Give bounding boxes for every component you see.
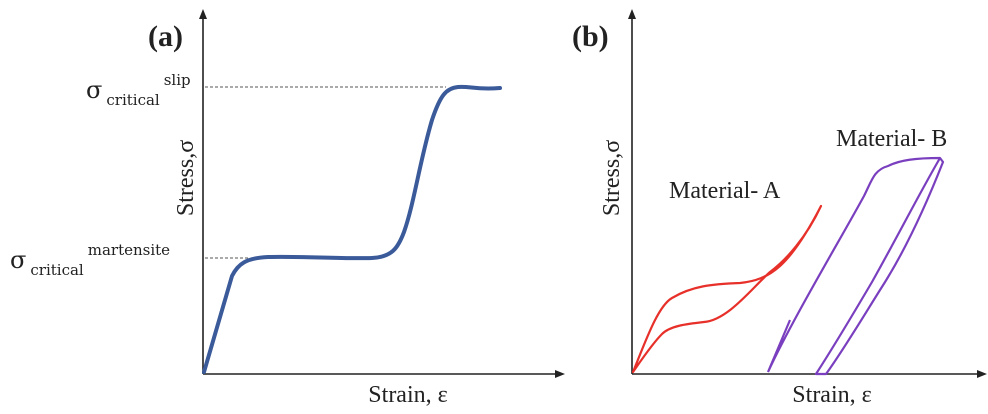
material-b-label: Material- B [836, 126, 947, 152]
panel-a-stress-strain-curve [202, 84, 502, 374]
martensite-superscript: martensite [88, 241, 170, 259]
martensite-symbol: σ [10, 246, 26, 274]
slip-superscript: slip [164, 71, 191, 89]
panel-a-label: (a) [148, 20, 183, 53]
slip-stress-label: σ critical slip [86, 71, 191, 109]
panel-b-label: (b) [572, 20, 609, 53]
slip-symbol: σ [86, 76, 102, 104]
martensite-subscript: critical [30, 261, 84, 279]
panel-a-y-axis-title: Stress,σ [173, 140, 199, 216]
material-a-curve [631, 204, 823, 374]
panel-a-x-axis-title: Strain, ε [368, 382, 447, 408]
panel-b-y-axis-title: Stress,σ [599, 140, 625, 216]
martensite-stress-label: σ critical martensite [10, 241, 170, 279]
material-b-curve [766, 156, 945, 376]
slip-subscript: critical [106, 91, 160, 109]
panel-a: (a) Stress,σ Strain, ε σ critical slip σ… [10, 9, 565, 408]
panel-b: (b) Stress,σ Strain, ε Material- A Mater… [572, 9, 987, 408]
panel-b-x-axis-title: Strain, ε [792, 382, 871, 408]
material-a-label: Material- A [669, 178, 781, 204]
